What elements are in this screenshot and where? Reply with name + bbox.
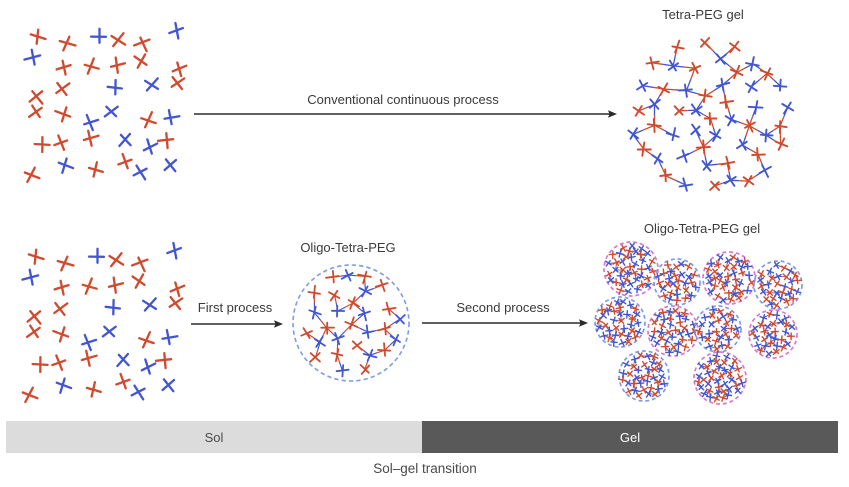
svg-text:Second process: Second process [456, 300, 550, 315]
svg-text:Oligo-Tetra-PEG: Oligo-Tetra-PEG [300, 240, 395, 255]
svg-text:Sol–gel transition: Sol–gel transition [373, 461, 477, 476]
svg-text:Conventional continuous proces: Conventional continuous process [307, 92, 499, 107]
svg-text:Oligo-Tetra-PEG gel: Oligo-Tetra-PEG gel [644, 221, 760, 236]
svg-text:First process: First process [198, 300, 273, 315]
svg-text:Gel: Gel [620, 430, 640, 445]
svg-text:Sol: Sol [205, 430, 224, 445]
svg-text:Tetra-PEG gel: Tetra-PEG gel [662, 7, 744, 22]
